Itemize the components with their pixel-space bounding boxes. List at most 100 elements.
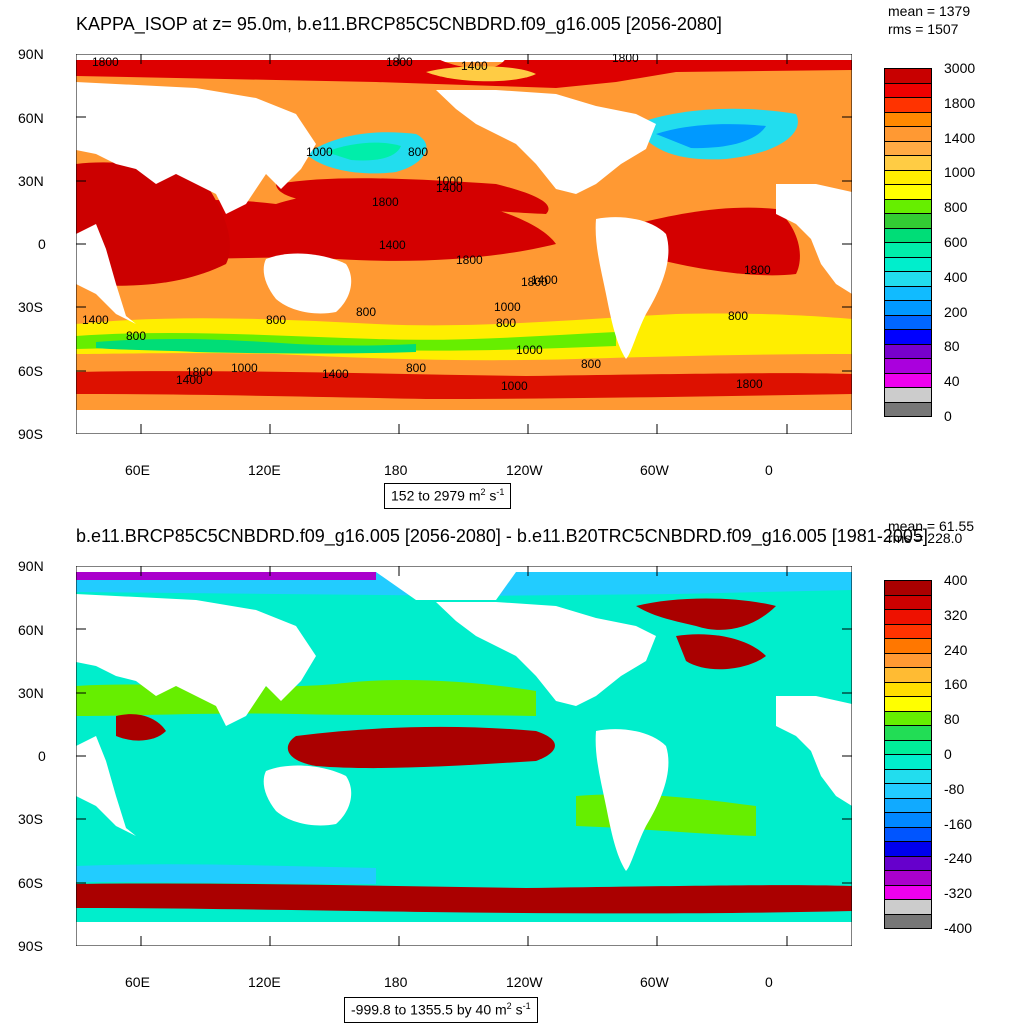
contour-label: 1800 — [521, 275, 548, 289]
lat-label: 90N — [18, 558, 44, 574]
colorbar-swatch — [884, 812, 932, 827]
colorbar-label: 400 — [944, 572, 968, 588]
colorbar-swatch — [884, 401, 932, 417]
lat-label: 30S — [18, 299, 43, 315]
lon-label: 120E — [248, 974, 281, 990]
colorbar-swatch — [884, 681, 932, 696]
contour-label: 1800 — [736, 377, 763, 391]
range-box: 152 to 2979 m2 s-1 — [384, 483, 512, 509]
colorbar-swatch — [884, 343, 932, 358]
colorbar-label: 40 — [944, 373, 960, 390]
colorbar-swatch — [884, 300, 932, 315]
colorbar-swatch — [884, 198, 932, 213]
lon-label: 60E — [125, 974, 150, 990]
contour-label: 1000 — [494, 300, 521, 314]
contour-label: 800 — [581, 357, 601, 371]
colorbar-label: 0 — [944, 746, 952, 762]
lat-label: 60S — [18, 363, 43, 379]
lon-label: 60W — [640, 462, 669, 478]
colorbar-swatch — [884, 797, 932, 812]
colorbar-swatch — [884, 783, 932, 798]
contour-label: 1800 — [386, 55, 413, 69]
lon-label: 120W — [506, 462, 543, 478]
contour-label: 800 — [406, 361, 426, 375]
colorbar-label: -80 — [944, 780, 965, 797]
lat-label: 90N — [18, 46, 44, 62]
contour-label: 1800 — [456, 253, 483, 267]
contour-label: 1000 — [436, 174, 463, 188]
colorbar-label: 240 — [944, 641, 968, 658]
contour-label: 1400 — [322, 367, 349, 381]
contour-label: 1000 — [501, 379, 528, 393]
contour-label: 1400 — [531, 273, 558, 287]
colorbar-swatch — [884, 329, 932, 344]
colorbar-swatch — [884, 580, 932, 595]
colorbar-label: 200 — [944, 303, 968, 320]
contour-label: 1800 — [372, 195, 399, 209]
colorbar-label: 80 — [944, 338, 960, 355]
contour-label: 800 — [728, 309, 748, 323]
colorbar-label: 80 — [944, 711, 960, 728]
colorbar-swatch — [884, 638, 932, 653]
colorbar-label: 400 — [944, 268, 968, 285]
lat-label: 60N — [18, 110, 44, 126]
colorbar-label: 600 — [944, 234, 968, 250]
colorbar-swatch — [884, 227, 932, 242]
contour-label: 1000 — [231, 361, 258, 375]
lat-label: 30S — [18, 811, 43, 827]
lat-label: 60N — [18, 622, 44, 638]
colorbar-swatch — [884, 126, 932, 141]
colorbar-label: -240 — [944, 850, 973, 867]
colorbar-label: -400 — [944, 920, 973, 936]
colorbar-label: 800 — [944, 199, 968, 216]
colorbar-swatch — [884, 169, 932, 184]
lon-label: 180 — [384, 462, 408, 478]
colorbar — [884, 68, 932, 417]
colorbar-swatch — [884, 82, 932, 97]
lon-label: 180 — [384, 974, 408, 990]
colorbar-swatch — [884, 710, 932, 725]
colorbar-swatch — [884, 594, 932, 609]
colorbar-label: 160 — [944, 676, 968, 693]
colorbar-swatch — [884, 652, 932, 667]
map-plot: 1800 1800 1400 1800 800 1000 1400 1800 1… — [76, 54, 852, 434]
colorbar-swatch — [884, 97, 932, 112]
colorbar-swatch — [884, 739, 932, 754]
colorbar-swatch — [884, 111, 932, 126]
colorbar-label: 0 — [944, 408, 952, 424]
colorbar-swatch — [884, 68, 932, 83]
panel-top: KAPPA_ISOP at z= 95.0m, b.e11.BRCP85C5CN… — [18, 3, 976, 509]
colorbar-swatch — [884, 358, 932, 373]
contour-label: 1000 — [306, 145, 333, 159]
colorbar-swatch — [884, 155, 932, 170]
colorbar-label: 320 — [944, 606, 968, 623]
contour-label: 800 — [496, 316, 516, 330]
lon-label: 120E — [248, 462, 281, 478]
panel-title: b.e11.BRCP85C5CNBDRD.f09_g16.005 [2056-2… — [76, 526, 928, 546]
colorbar-swatch — [884, 372, 932, 387]
colorbar-swatch — [884, 884, 932, 899]
lon-label: 0 — [765, 974, 773, 990]
mean-stat: mean = 1379 — [888, 3, 971, 19]
colorbar-swatch — [884, 314, 932, 329]
contour-label: 1400 — [461, 59, 488, 73]
colorbar-label: 1800 — [944, 94, 976, 111]
colorbar-swatch — [884, 623, 932, 638]
mean-stat: mean = 61.55 — [888, 518, 975, 534]
lat-label: 30N — [18, 173, 44, 189]
lat-label: 90S — [18, 938, 43, 954]
contour-label: 1400 — [379, 238, 406, 252]
colorbar-swatch — [884, 855, 932, 870]
colorbar-swatch — [884, 841, 932, 856]
colorbar-swatch — [884, 242, 932, 257]
lat-label: 30N — [18, 685, 44, 701]
colorbar-label: 1400 — [944, 129, 976, 146]
colorbar-swatch — [884, 609, 932, 624]
colorbar-swatch — [884, 913, 932, 929]
contour-label: 1800 — [186, 365, 213, 379]
lon-label: 120W — [506, 974, 543, 990]
lat-label: 0 — [38, 748, 46, 764]
lat-label: 0 — [38, 236, 46, 252]
lon-label: 0 — [765, 462, 773, 478]
colorbar-swatch — [884, 667, 932, 682]
